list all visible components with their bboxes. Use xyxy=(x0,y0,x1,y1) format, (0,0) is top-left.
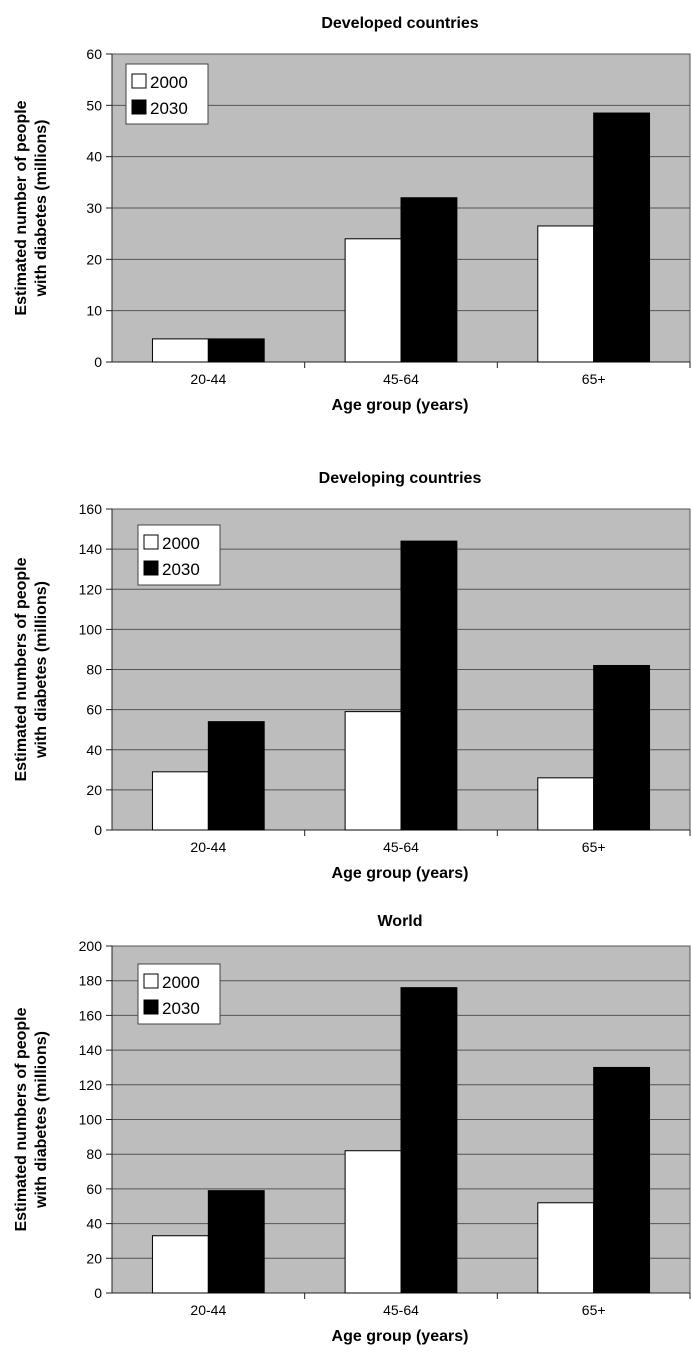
developing-countries-chart: 0 20 40 60 80 100 120 140 160 20-44 45-64 65+ Develo… xyxy=(0,455,692,905)
chart-2-y-axis-label-line: Estimated numbers of people xyxy=(13,1007,30,1231)
chart-0-bar-2030-65+ xyxy=(593,112,651,363)
chart-2-legend-label-2000: 2000 xyxy=(162,973,200,992)
chart-2-bar-2030-45-64 xyxy=(400,987,458,1294)
chart-0-bar-2000-65+ xyxy=(537,225,595,363)
chart-1-legend-swatch-2000 xyxy=(143,534,159,550)
chart-1-x-tick-label: 65+ xyxy=(582,839,606,855)
chart-0-title: Developed countries xyxy=(321,15,478,32)
chart-0-y-tick-label: 50 xyxy=(86,97,102,113)
chart-2-y-tick-label: 140 xyxy=(79,1042,103,1058)
chart-0-y-axis-label-line: Estimated number of people xyxy=(13,100,30,315)
chart-2-bar-2030-20-44 xyxy=(207,1190,265,1294)
chart-1-x-tick-label: 20-44 xyxy=(190,839,226,855)
chart-2-x-tick-label: 65+ xyxy=(582,1302,606,1318)
chart-1-y-tick-label: 80 xyxy=(86,662,102,678)
chart-1-bar-2030-45-64 xyxy=(400,540,458,831)
chart-2-y-tick-label: 160 xyxy=(79,1007,103,1023)
chart-1-y-tick-label: 0 xyxy=(94,822,102,838)
chart-1-bar-2030-65+ xyxy=(593,664,651,831)
chart-0-x-tick-label: 45-64 xyxy=(383,371,419,387)
chart-0-legend-label-2000: 2000 xyxy=(150,73,188,92)
chart-1-bar-2000-65+ xyxy=(537,777,595,831)
chart-2-title: World xyxy=(377,913,422,930)
chart-2-y-tick-label: 200 xyxy=(79,938,103,954)
chart-2-y-tick-label: 60 xyxy=(86,1181,102,1197)
chart-2-bar-2000-45-64 xyxy=(344,1150,402,1294)
chart-0-y-tick-label: 30 xyxy=(86,200,102,216)
chart-2-legend-label-2030: 2030 xyxy=(162,999,200,1018)
chart-0-bar-2000-20-44 xyxy=(151,338,209,363)
chart-0-y-tick-label: 20 xyxy=(86,251,102,267)
world-chart: 0 20 40 60 80 100 120 140 160 180 200 20-44 45-64 65+… xyxy=(0,906,692,1356)
chart-0-bar-2000-45-64 xyxy=(344,238,402,363)
chart-0-legend-swatch-2000 xyxy=(131,73,147,89)
chart-1-y-tick-label: 160 xyxy=(79,501,103,517)
chart-1-bar-2000-45-64 xyxy=(344,711,402,831)
chart-2-y-tick-label: 0 xyxy=(94,1285,102,1301)
chart-0-bar-2030-45-64 xyxy=(400,197,458,363)
chart-1-legend-swatch-2030 xyxy=(143,560,159,576)
world-chart-svg: 0 20 40 60 80 100 120 140 160 180 200 20-44 45-64 65+… xyxy=(13,913,691,1345)
chart-2-x-axis-label: Age group (years) xyxy=(332,1328,469,1345)
chart-0-x-tick-label: 20-44 xyxy=(190,371,226,387)
chart-1-y-tick-label: 40 xyxy=(86,742,102,758)
chart-2-legend-swatch-2030 xyxy=(143,999,159,1015)
chart-2-y-tick-label: 80 xyxy=(86,1146,102,1162)
chart-1-legend-label-2000: 2000 xyxy=(162,534,200,553)
chart-1-y-tick-label: 60 xyxy=(86,702,102,718)
chart-1-bar-2000-20-44 xyxy=(151,771,209,831)
chart-1-y-tick-label: 20 xyxy=(86,782,102,798)
chart-1-x-tick-label: 45-64 xyxy=(383,839,419,855)
chart-2-bar-2000-65+ xyxy=(537,1202,595,1294)
chart-2-legend-swatch-2000 xyxy=(143,973,159,989)
chart-2-y-tick-label: 40 xyxy=(86,1216,102,1232)
chart-1-y-tick-label: 140 xyxy=(79,541,103,557)
chart-2-y-tick-label: 100 xyxy=(79,1112,103,1128)
chart-0-bar-2030-20-44 xyxy=(207,338,265,363)
chart-0-y-axis-label-line: with diabetes (millions) xyxy=(33,120,50,298)
chart-2-x-tick-label: 45-64 xyxy=(383,1302,419,1318)
chart-2-y-tick-label: 20 xyxy=(86,1250,102,1266)
chart-2-y-axis-label-line: with diabetes (millions) xyxy=(33,1031,50,1209)
chart-1-bar-2030-20-44 xyxy=(207,721,265,831)
chart-1-y-tick-label: 100 xyxy=(79,621,103,637)
chart-1-y-axis-label-line: Estimated numbers of people xyxy=(13,557,30,781)
chart-0-x-axis-label: Age group (years) xyxy=(332,397,469,414)
chart-1-y-axis-label-line: with diabetes (millions) xyxy=(33,581,50,759)
chart-0-y-tick-label: 60 xyxy=(86,46,102,62)
chart-2-y-tick-label: 120 xyxy=(79,1077,103,1093)
chart-2-x-tick-label: 20-44 xyxy=(190,1302,226,1318)
chart-0-legend-label-2030: 2030 xyxy=(150,99,188,118)
chart-1-legend-label-2030: 2030 xyxy=(162,560,200,579)
chart-2-y-tick-label: 180 xyxy=(79,973,103,989)
chart-0-legend-swatch-2030 xyxy=(131,99,147,115)
chart-0-y-tick-label: 40 xyxy=(86,149,102,165)
chart-0-x-tick-label: 65+ xyxy=(582,371,606,387)
developed-countries-chart: 0 10 20 30 40 50 60 20-44 45-64 65+ Developed coun… xyxy=(0,0,692,450)
chart-0-y-tick-label: 10 xyxy=(86,303,102,319)
chart-1-y-tick-label: 120 xyxy=(79,581,103,597)
chart-2-bar-2030-65+ xyxy=(593,1066,651,1294)
chart-1-title: Developing countries xyxy=(319,470,482,487)
chart-0-y-tick-label: 0 xyxy=(94,354,102,370)
developing-countries-chart-svg: 0 20 40 60 80 100 120 140 160 20-44 45-64 65+ Develo… xyxy=(13,470,691,882)
chart-2-bar-2000-20-44 xyxy=(151,1235,209,1294)
chart-1-x-axis-label: Age group (years) xyxy=(332,865,469,882)
